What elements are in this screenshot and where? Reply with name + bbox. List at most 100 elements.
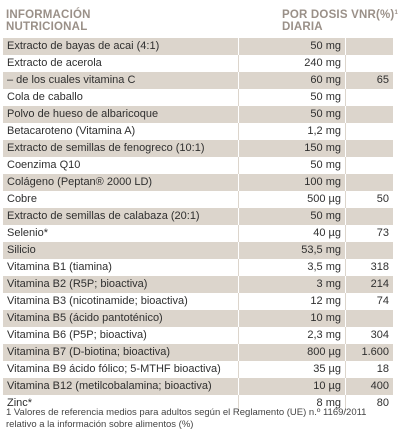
dose-value: 2,3 mg bbox=[307, 329, 341, 341]
table-row: Vitamina B1 (tiamina) 3,5 mg 318 bbox=[3, 259, 393, 276]
dose-value: 500 µg bbox=[307, 193, 341, 205]
vnr-value bbox=[346, 310, 393, 327]
vnr-value: 80 bbox=[376, 397, 389, 409]
column-divider bbox=[238, 310, 239, 327]
nutrient-name: Vitamina B7 (D-biotina; bioactiva) bbox=[7, 346, 171, 358]
table-row: Selenio* 40 µg 73 bbox=[3, 225, 393, 242]
vnr-value: 304 bbox=[370, 329, 389, 341]
column-divider bbox=[238, 72, 239, 89]
vnr-value bbox=[346, 242, 393, 259]
nutrient-name: Extracto de acerola bbox=[7, 57, 102, 69]
column-divider bbox=[238, 208, 239, 225]
column-divider bbox=[345, 140, 346, 157]
table-row: Polvo de hueso de albaricoque 50 mg bbox=[3, 106, 393, 123]
table-row: Silicio 53,5 mg bbox=[3, 242, 393, 259]
vnr-value: 73 bbox=[376, 227, 389, 239]
dose-value: 100 mg bbox=[304, 176, 341, 188]
table-row: Betacaroteno (Vitamina A) 1,2 mg bbox=[3, 123, 393, 140]
nutrient-name: Vitamina B3 (nicotinamide; bioactiva) bbox=[7, 295, 188, 307]
column-divider bbox=[345, 123, 346, 140]
nutrient-name: Extracto de semillas de fenogreco (10:1) bbox=[7, 142, 205, 154]
table-row: Extracto de bayas de acai (4:1) 50 mg bbox=[3, 38, 393, 55]
vnr-value: 400 bbox=[370, 380, 389, 392]
column-divider bbox=[345, 89, 346, 106]
dose-value: 3,5 mg bbox=[307, 261, 341, 273]
table-row: Extracto de acerola 240 mg bbox=[3, 55, 393, 72]
dose-value: 800 µg bbox=[307, 346, 341, 358]
column-divider bbox=[345, 293, 346, 310]
column-divider bbox=[345, 378, 346, 395]
column-divider bbox=[345, 242, 346, 259]
nutrient-name: Colágeno (Peptan® 2000 LD) bbox=[7, 176, 153, 188]
column-divider bbox=[238, 361, 239, 378]
column-divider bbox=[345, 208, 346, 225]
nutrient-name: Vitamina B12 (metilcobalamina; bioactiva… bbox=[7, 380, 212, 392]
table-row: Colágeno (Peptan® 2000 LD) 100 mg bbox=[3, 174, 393, 191]
header-info-line1: INFORMACIÓN bbox=[6, 9, 91, 21]
column-divider bbox=[238, 174, 239, 191]
vnr-value: 74 bbox=[376, 295, 389, 307]
vnr-value: 318 bbox=[370, 261, 389, 273]
table-row: Cobre 500 µg 50 bbox=[3, 191, 393, 208]
dose-value: 10 µg bbox=[313, 380, 341, 392]
dose-value: 60 mg bbox=[310, 74, 341, 86]
column-divider bbox=[345, 276, 346, 293]
table-row: Vitamina B3 (nicotinamide; bioactiva) 12 … bbox=[3, 293, 393, 310]
dose-value: 50 mg bbox=[310, 108, 341, 120]
nutrient-name: Extracto de bayas de acai (4:1) bbox=[7, 40, 160, 52]
nutrient-name: Cobre bbox=[7, 193, 37, 205]
header-info-line2: NUTRICIONAL bbox=[6, 21, 88, 33]
dose-value: 50 mg bbox=[310, 91, 341, 103]
nutrient-name: Polvo de hueso de albaricoque bbox=[7, 108, 159, 120]
dose-value: 10 mg bbox=[310, 312, 341, 324]
vnr-value: 65 bbox=[376, 74, 389, 86]
column-divider bbox=[345, 225, 346, 242]
header-dose-line1: POR DOSIS VNR(%) bbox=[282, 9, 395, 21]
column-divider bbox=[345, 191, 346, 208]
column-divider bbox=[238, 378, 239, 395]
nutrient-name: Vitamina B9 ácido fólico; 5-MTHF bioacti… bbox=[7, 363, 221, 375]
vnr-value bbox=[346, 106, 393, 123]
dose-value: 50 mg bbox=[310, 210, 341, 222]
column-divider bbox=[238, 191, 239, 208]
column-divider bbox=[238, 89, 239, 106]
dose-value: 53,5 mg bbox=[301, 244, 341, 256]
nutrient-name: Coenzima Q10 bbox=[7, 159, 81, 171]
nutrient-name: – de los cuales vitamina C bbox=[7, 74, 136, 86]
dose-value: 35 µg bbox=[313, 363, 341, 375]
column-divider bbox=[238, 327, 239, 344]
nutrient-name: Vitamina B6 (P5P; bioactiva) bbox=[7, 329, 147, 341]
vnr-value bbox=[346, 157, 393, 174]
table-row: Extracto de semillas de fenogreco (10:1)… bbox=[3, 140, 393, 157]
column-divider bbox=[345, 361, 346, 378]
table-row: – de los cuales vitamina C 60 mg 65 bbox=[3, 72, 393, 89]
dose-value: 150 mg bbox=[304, 142, 341, 154]
vnr-value: 214 bbox=[370, 278, 389, 290]
table-row: Vitamina B2 (R5P; bioactiva) 3 mg 214 bbox=[3, 276, 393, 293]
nutrient-name: Extracto de semillas de calabaza (20:1) bbox=[7, 210, 200, 222]
table-row: Vitamina B9 ácido fólico; 5-MTHF bioacti… bbox=[3, 361, 393, 378]
column-divider bbox=[345, 259, 346, 276]
vnr-value: 18 bbox=[376, 363, 389, 375]
vnr-value: 50 bbox=[376, 193, 389, 205]
column-divider bbox=[345, 344, 346, 361]
dose-value: 3 mg bbox=[316, 278, 341, 290]
dose-value: 50 mg bbox=[310, 159, 341, 171]
nutrient-name: Silicio bbox=[7, 244, 36, 256]
table-row: Vitamina B5 (ácido pantoténico) 10 mg bbox=[3, 310, 393, 327]
column-divider bbox=[345, 310, 346, 327]
column-divider bbox=[238, 225, 239, 242]
table-row: Coenzima Q10 50 mg bbox=[3, 157, 393, 174]
column-divider bbox=[238, 157, 239, 174]
dose-value: 1,2 mg bbox=[307, 125, 341, 137]
column-divider bbox=[238, 106, 239, 123]
dose-value: 12 mg bbox=[310, 295, 341, 307]
column-divider bbox=[345, 327, 346, 344]
column-divider bbox=[345, 174, 346, 191]
vnr-value: 1.600 bbox=[361, 346, 389, 358]
header-dose-column: POR DOSIS VNR(%)1 DIARIA bbox=[282, 9, 398, 33]
table-header: INFORMACIÓN NUTRICIONAL POR DOSIS VNR(%)… bbox=[0, 0, 400, 36]
dose-value: 240 mg bbox=[304, 57, 341, 69]
column-divider bbox=[238, 276, 239, 293]
column-divider bbox=[345, 55, 346, 72]
